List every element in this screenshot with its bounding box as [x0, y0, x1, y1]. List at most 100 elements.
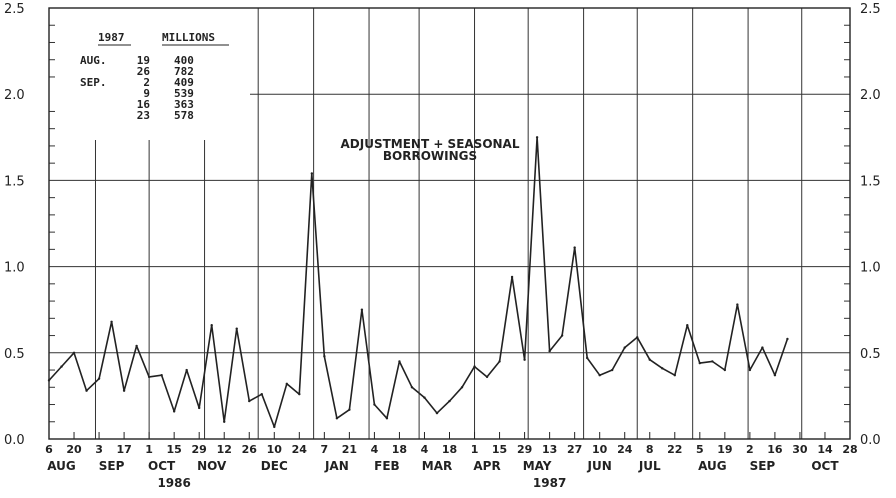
data-point [510, 275, 514, 279]
y-tick-label-right: 0.5 [860, 347, 881, 362]
x-day-label: 12 [217, 443, 232, 456]
x-day-label: 2 [746, 443, 754, 456]
data-point [423, 396, 426, 399]
table-row-value: 782 [174, 65, 194, 78]
y-tick-label-right: 2.0 [860, 88, 881, 103]
data-point [72, 351, 76, 354]
data-point [686, 324, 689, 327]
y-tick-label-right: 2.5 [860, 2, 881, 17]
x-month-label: JUN [587, 459, 612, 473]
x-day-label: 19 [717, 443, 732, 456]
x-day-label: 8 [646, 443, 654, 456]
table-row-value: 400 [174, 54, 194, 67]
x-day-label: 28 [842, 443, 857, 456]
plot-frame [48, 7, 851, 440]
data-point [448, 399, 451, 403]
series-layer [47, 136, 789, 429]
data-point [473, 365, 476, 368]
x-day-label: 29 [517, 443, 532, 456]
x-month-label: DEC [261, 459, 288, 473]
y-tick-label-right: 1.0 [860, 261, 881, 276]
data-point [47, 379, 51, 382]
data-point [535, 136, 539, 139]
x-day-label: 13 [542, 443, 557, 456]
data-point [460, 386, 464, 389]
x-axis: 6 20 3 17 1 15 29 12 26 10 24 7 21 4 18 4 18 1 15 29 13 27 10 2… [45, 432, 858, 490]
x-day-label: 30 [792, 443, 808, 456]
table-unit: MILLIONS [162, 31, 215, 44]
plot-border [48, 7, 851, 440]
x-month-label: SEP [750, 459, 776, 473]
data-point [298, 392, 301, 396]
x-day-label: 16 [767, 443, 783, 456]
x-day-label: 26 [242, 443, 258, 456]
data-point [748, 368, 752, 372]
annotation-line-1: ADJUSTMENT + SEASONAL [340, 137, 519, 151]
y-tick-label-left: 1.0 [4, 261, 25, 276]
data-point [373, 403, 376, 406]
chart-annotation: ADJUSTMENT + SEASONAL BORROWINGS [340, 137, 519, 163]
y-tick-label-left: 2.0 [4, 88, 25, 103]
x-day-label: 17 [116, 443, 131, 456]
x-month-label: NOV [197, 459, 227, 473]
data-point [60, 365, 63, 368]
data-point [260, 392, 263, 396]
x-month-label: FEB [374, 459, 400, 473]
data-point [611, 368, 614, 372]
data-point [585, 356, 589, 360]
data-point [172, 410, 176, 413]
x-day-label: 20 [66, 443, 82, 456]
data-point [85, 389, 88, 392]
data-point [736, 303, 739, 306]
x-day-label: 4 [421, 443, 429, 456]
data-point [698, 361, 702, 365]
x-day-label: 6 [45, 443, 53, 456]
grid [49, 8, 850, 439]
data-point [385, 417, 389, 420]
data-point [135, 344, 138, 348]
x-day-label: 1 [471, 443, 479, 456]
x-month-label: AUG [698, 459, 727, 473]
x-month-label: APR [473, 459, 500, 473]
y-tick-label-left: 0.0 [4, 433, 25, 448]
table-row-value: 578 [174, 109, 194, 122]
data-point [97, 377, 101, 380]
table-row-day: 2 [143, 76, 150, 89]
data-point [648, 358, 651, 361]
data-point [498, 360, 501, 363]
x-month-label: OCT [811, 459, 839, 473]
data-point [235, 327, 238, 330]
x-day-label: 18 [392, 443, 407, 456]
data-point [185, 368, 188, 372]
table-row-day: 16 [137, 98, 151, 111]
x-month-label: SEP [99, 459, 125, 473]
x-day-label: 15 [492, 443, 507, 456]
table-row-day: 23 [137, 109, 150, 122]
x-day-label: 27 [567, 443, 582, 456]
data-point [786, 337, 789, 341]
data-point [636, 336, 639, 339]
data-point [573, 246, 576, 249]
x-day-label: 14 [817, 443, 833, 456]
table-row-value: 363 [174, 98, 194, 111]
data-point [160, 374, 163, 377]
x-day-label: 18 [442, 443, 457, 456]
data-point [273, 425, 276, 429]
data-point [723, 368, 727, 372]
data-point [398, 360, 401, 363]
x-month-label: JAN [324, 459, 349, 473]
data-point [761, 346, 764, 349]
data-point [110, 320, 113, 323]
table-row-day: 26 [137, 65, 151, 78]
y-tick-label-left: 0.5 [4, 347, 25, 362]
data-point [673, 374, 676, 377]
x-day-label: 3 [95, 443, 103, 456]
data-point [548, 349, 551, 353]
y-axis-right: 0.0 0.5 1.0 1.5 2.0 2.5 [860, 2, 881, 448]
data-point [348, 408, 351, 411]
x-day-label: 24 [292, 443, 308, 456]
data-point [598, 374, 601, 377]
x-year-label: 1987 [533, 476, 566, 490]
